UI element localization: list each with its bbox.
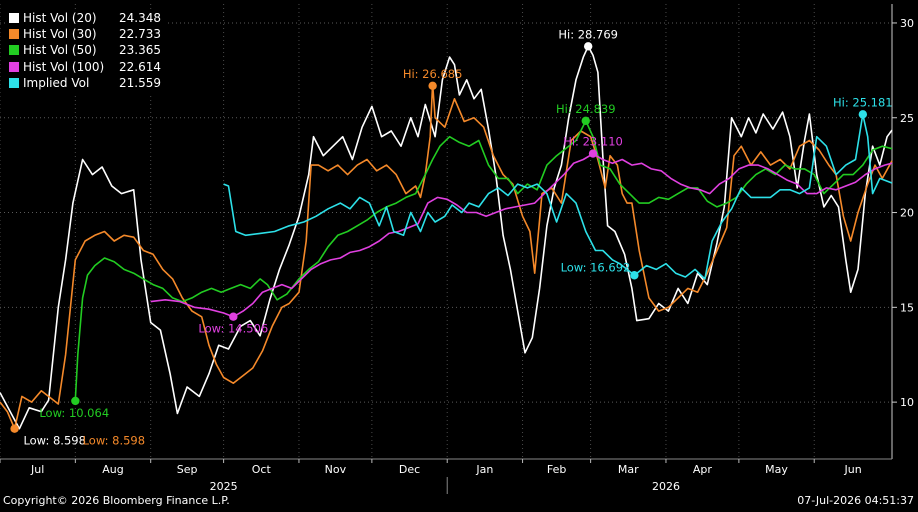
x-tick-label: Aug	[102, 463, 123, 476]
annotation-label: Low: 14.506	[198, 322, 268, 336]
annotation-label: Low: 10.064	[39, 406, 109, 420]
annotation-marker	[581, 116, 590, 126]
series-lines	[0, 45, 893, 430]
annotation-marker	[10, 424, 19, 433]
series-line-1	[0, 82, 893, 430]
x-tick-label: Sep	[177, 463, 198, 476]
series-line-3	[150, 153, 893, 318]
annotation-marker	[858, 110, 868, 119]
y-tick-label: 20	[900, 207, 914, 220]
chart-legend: Hist Vol (20) 24.348 Hist Vol (30) 22.733 Hi…	[5, 9, 165, 93]
legend-series-name: Hist Vol (100)	[23, 59, 105, 74]
x-tick-label: Jul	[30, 463, 44, 476]
x-tick-label: Dec	[399, 463, 420, 476]
legend-entry: Hist Vol (20) 24.348	[9, 10, 161, 26]
annotation-label: Hi: 25.181	[833, 95, 893, 109]
series-line-0	[0, 45, 893, 430]
legend-swatch	[9, 45, 19, 56]
y-tick-label: 30	[900, 17, 914, 30]
legend-series-name: Hist Vol (20)	[23, 11, 97, 26]
legend-entry: Hist Vol (100) 22.614	[9, 59, 161, 75]
legend-series-name: Implied Vol	[23, 75, 90, 90]
x-tick-label: May	[765, 463, 788, 476]
legend-series-value: 24.348	[119, 11, 161, 26]
legend-swatch	[9, 13, 19, 24]
legend-series-name: Hist Vol (30)	[23, 27, 97, 42]
annotation-marker	[428, 81, 437, 91]
y-tick-label: 10	[900, 396, 914, 409]
annotation-marker	[71, 396, 80, 406]
legend-series-value: 22.614	[119, 59, 161, 74]
annotation-marker	[588, 149, 598, 158]
annotation-label: Hi: 24.839	[556, 102, 616, 116]
legend-series-value: 23.365	[119, 43, 161, 58]
legend-swatch	[9, 29, 19, 40]
copyright-text: Copyright© 2026 Bloomberg Finance L.P.	[3, 494, 230, 507]
y-tick-label: 15	[900, 301, 914, 314]
legend-series-name: Hist Vol (50)	[23, 43, 97, 58]
annotation-label: Low: 8.598	[83, 434, 145, 448]
legend-series-value: 22.733	[119, 27, 161, 42]
annotation-label: Hi: 23.110	[563, 135, 623, 149]
annotations: Hi: 28.769 Hi: 26.685 Hi: 24.839 Hi: 23.110…	[10, 27, 893, 448]
x-year-label: 2025	[210, 480, 238, 493]
legend-swatch	[9, 61, 19, 72]
legend-entry: Hist Vol (30) 22.733	[9, 26, 161, 42]
legend-swatch	[9, 77, 19, 88]
annotation-marker	[583, 42, 593, 51]
y-tick-label: 25	[900, 112, 914, 125]
timestamp-text: 07-Jul-2026 04:51:37	[797, 494, 914, 507]
legend-entry: Hist Vol (50) 23.365	[9, 42, 161, 58]
x-year-label: 2026	[652, 480, 680, 493]
legend-series-value: 21.559	[119, 75, 161, 90]
annotation-marker	[229, 312, 238, 321]
x-tick-label: Jan	[475, 463, 493, 476]
annotation-label: Hi: 26.685	[403, 67, 463, 81]
x-tick-label: Feb	[547, 463, 566, 476]
series-line-2	[74, 120, 893, 401]
annotation-label: Low: 16.692	[561, 260, 631, 274]
annotation-label: Low: 8.598	[23, 434, 85, 448]
annotation-label: Hi: 28.769	[558, 27, 618, 41]
legend-entry: Implied Vol 21.559	[9, 75, 161, 91]
x-tick-label: Mar	[618, 463, 639, 476]
x-tick-label: Oct	[252, 463, 272, 476]
annotation-marker	[630, 271, 639, 280]
x-tick-label: Nov	[325, 463, 347, 476]
x-tick-label: Apr	[693, 463, 713, 476]
x-tick-label: Jun	[844, 463, 862, 476]
series-line-4	[223, 113, 893, 280]
